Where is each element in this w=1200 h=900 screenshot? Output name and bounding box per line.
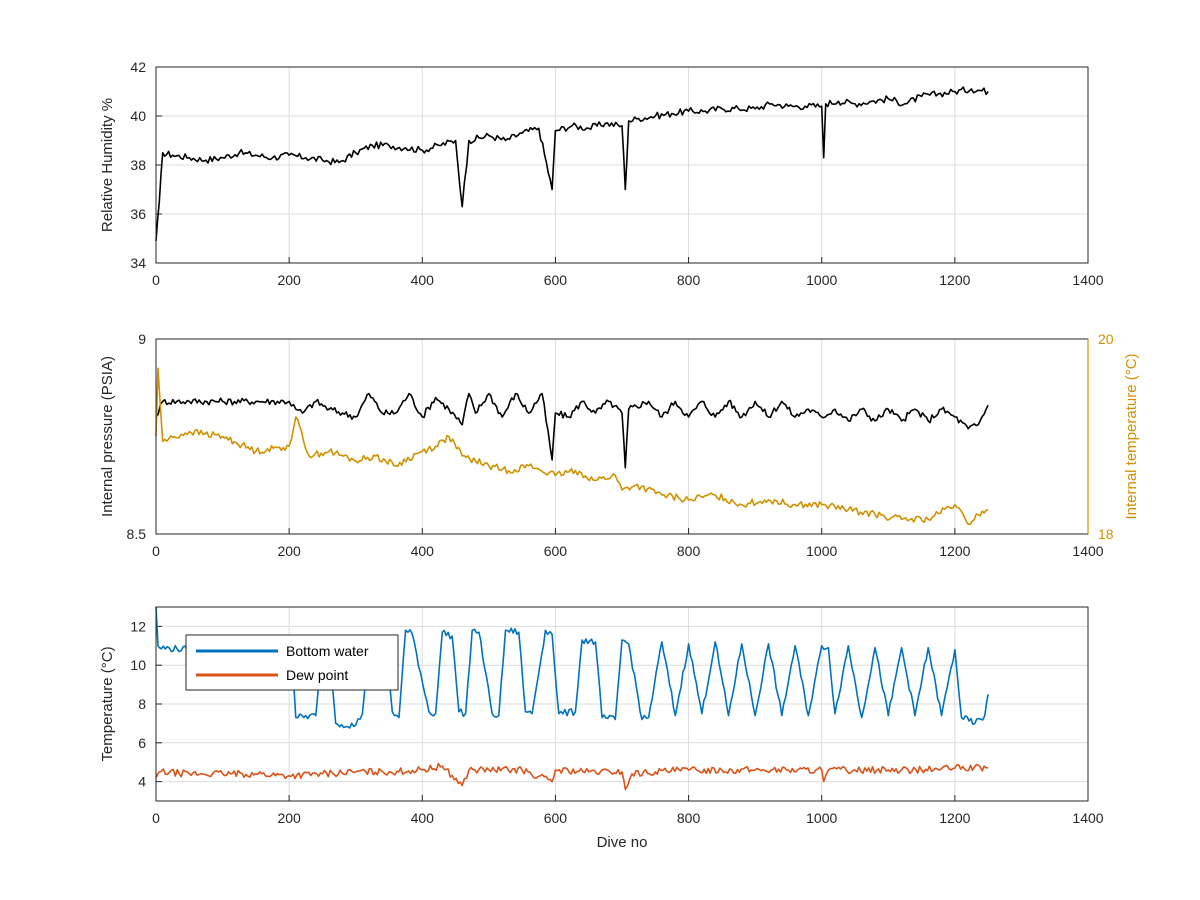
x-tick-label: 400 xyxy=(411,272,435,288)
axes-box xyxy=(155,66,1089,264)
x-tick-label: 1000 xyxy=(806,272,837,288)
y2-axis-label: Internal temperature (°C) xyxy=(1123,353,1140,519)
x-tick-label: 600 xyxy=(544,810,568,826)
x-tick-label: 800 xyxy=(677,543,701,559)
x-tick-label: 200 xyxy=(277,543,301,559)
y-tick-label: 12 xyxy=(130,618,146,634)
y-tick-label: 36 xyxy=(130,206,146,222)
y-tick-label: 10 xyxy=(130,657,146,673)
y-tick-label: 8.5 xyxy=(127,526,147,542)
y-axis-label: Temperature (°C) xyxy=(99,646,116,761)
x-tick-label: 1200 xyxy=(939,543,970,559)
y-tick-label: 8 xyxy=(138,696,146,712)
y-axis-label: Internal pressure (PSIA) xyxy=(99,356,116,517)
x-tick-label: 1200 xyxy=(939,272,970,288)
y-axis-label: Relative Humidity % xyxy=(99,98,116,232)
y2-tick-label: 18 xyxy=(1098,526,1114,542)
x-tick-label: 1000 xyxy=(806,810,837,826)
legend-box xyxy=(185,634,399,691)
y-tick-label: 6 xyxy=(138,735,146,751)
x-tick-label: 800 xyxy=(677,810,701,826)
legend: Bottom water Dew point xyxy=(185,634,399,691)
axes-box xyxy=(155,606,1089,802)
y-tick-label: 42 xyxy=(130,59,146,75)
plot-area xyxy=(156,339,1088,534)
x-tick-label: 1400 xyxy=(1072,543,1103,559)
y-tick-label: 4 xyxy=(138,774,146,790)
series-line-dew-point xyxy=(155,762,989,791)
pressure-temperature-panel: 0 200 400 600 800 1000 1200 1400 8.5 9 18 20 Interna… xyxy=(99,331,1140,559)
x-tick-label: 1200 xyxy=(939,810,970,826)
x-tick-label: 0 xyxy=(152,272,160,288)
x-tick-label: 0 xyxy=(152,543,160,559)
x-axis-label: Dive no xyxy=(597,834,648,851)
y-tick-label: 9 xyxy=(138,331,146,347)
legend-label: Bottom water xyxy=(286,643,369,659)
series-line-0-0 xyxy=(155,86,989,242)
x-tick-label: 600 xyxy=(544,272,568,288)
temperature-panel: 0 200 400 600 800 1000 1200 1400 4 6 8 10 12 Temperat… xyxy=(99,606,1104,851)
humidity-panel: 0 200 400 600 800 1000 1200 1400 34 36 38 40 42 Relat… xyxy=(99,59,1104,288)
x-tick-label: 800 xyxy=(677,272,701,288)
x-tick-label: 400 xyxy=(411,810,435,826)
series-line-1-1 xyxy=(155,367,989,526)
y-tick-label: 38 xyxy=(130,157,146,173)
x-tick-label: 600 xyxy=(544,543,568,559)
x-tick-label: 1400 xyxy=(1072,810,1103,826)
legend-label: Dew point xyxy=(286,667,348,683)
series-line-1-0 xyxy=(155,392,989,469)
y-tick-label: 40 xyxy=(130,108,146,124)
x-tick-label: 200 xyxy=(277,810,301,826)
x-tick-label: 1000 xyxy=(806,543,837,559)
x-tick-label: 200 xyxy=(277,272,301,288)
x-tick-label: 400 xyxy=(411,543,435,559)
x-tick-label: 1400 xyxy=(1072,272,1103,288)
y2-tick-label: 20 xyxy=(1098,331,1114,347)
x-tick-label: 0 xyxy=(152,810,160,826)
y-tick-label: 34 xyxy=(130,255,146,271)
